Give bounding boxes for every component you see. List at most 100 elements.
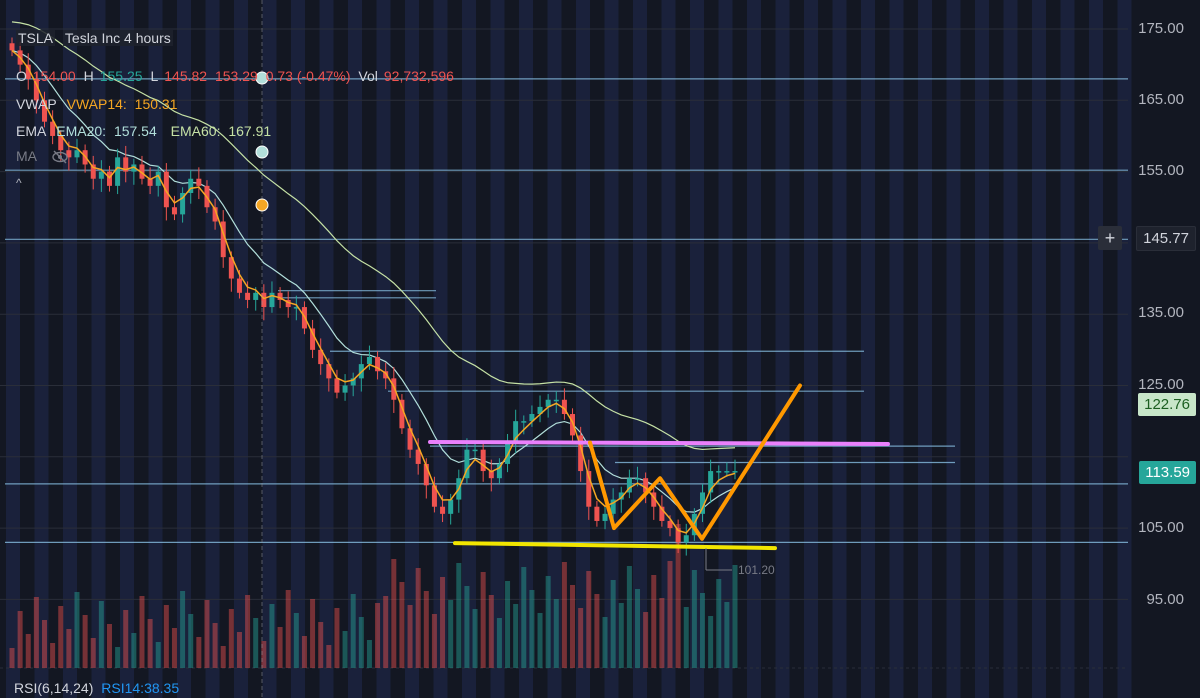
session-band bbox=[519, 0, 533, 698]
candle-body bbox=[50, 121, 56, 136]
volume-bar bbox=[318, 622, 324, 668]
candle-body bbox=[131, 164, 137, 172]
candle-body bbox=[448, 499, 454, 514]
price-label-105: 105.00 bbox=[1138, 519, 1184, 536]
volume-bar bbox=[570, 585, 576, 668]
session-band bbox=[775, 0, 790, 698]
ema20-value: 157.54 bbox=[113, 123, 157, 139]
session-band bbox=[405, 0, 419, 698]
ema20-path bbox=[11, 49, 736, 513]
open-value: 154.00 bbox=[32, 68, 76, 84]
candle-body bbox=[293, 307, 299, 309]
volume-bar bbox=[147, 619, 153, 668]
candle-body bbox=[326, 364, 332, 379]
volume-bar bbox=[285, 590, 291, 668]
vwap-value: 150.31 bbox=[134, 96, 178, 112]
ema60-path bbox=[11, 21, 736, 451]
ticker-row[interactable]: TSLA Tesla Inc 4 hours bbox=[16, 30, 177, 46]
session-band bbox=[633, 0, 647, 698]
volume-bar bbox=[407, 605, 413, 668]
volume-bar bbox=[25, 634, 31, 668]
volume-bar bbox=[586, 571, 592, 668]
candle-body bbox=[594, 506, 600, 521]
candle-body bbox=[513, 421, 519, 443]
candle-body bbox=[472, 449, 478, 452]
ema-row[interactable]: EMA EMA20: 157.54 EMA60: 167.91 bbox=[16, 123, 275, 139]
candle-body bbox=[553, 399, 559, 402]
eye-slash-icon[interactable] bbox=[51, 150, 69, 164]
drawing-annotations bbox=[428, 383, 890, 571]
volume-bar bbox=[163, 605, 169, 668]
candle-body bbox=[407, 428, 413, 450]
background-bands bbox=[6, 0, 1132, 698]
w-pattern-drawing bbox=[588, 383, 802, 541]
candle-body bbox=[220, 221, 226, 258]
rsi-legend[interactable]: RSI(6,14,24) RSI14:38.35 bbox=[14, 680, 179, 696]
candle-body bbox=[464, 449, 470, 479]
candle-body bbox=[529, 414, 535, 422]
vwap-marker bbox=[255, 198, 269, 212]
volume-bar bbox=[41, 620, 47, 668]
candle-body bbox=[724, 471, 730, 473]
candle-body bbox=[285, 299, 291, 308]
volume-bar bbox=[716, 579, 722, 668]
candle-body bbox=[171, 207, 177, 215]
volume-bar bbox=[683, 607, 689, 668]
session-band bbox=[576, 0, 590, 698]
candle-body bbox=[610, 499, 616, 514]
ema20-name: EMA20: bbox=[56, 123, 107, 139]
current-price-tag: 113.59 bbox=[1139, 461, 1196, 484]
add-alert-button[interactable]: + bbox=[1098, 226, 1122, 250]
candle-body bbox=[521, 421, 527, 423]
candle-body bbox=[188, 178, 194, 193]
volume-bar bbox=[610, 580, 616, 668]
session-band bbox=[433, 0, 448, 698]
volume-bar bbox=[139, 596, 145, 668]
volume-bar bbox=[350, 594, 356, 668]
ohlc-marker bbox=[255, 71, 269, 85]
candle-body bbox=[115, 157, 121, 186]
candle-body bbox=[423, 463, 429, 486]
candle-body bbox=[163, 171, 169, 208]
vwap-path bbox=[11, 49, 736, 534]
candle-body bbox=[277, 292, 283, 300]
volume-bar bbox=[277, 627, 283, 668]
candle-body bbox=[147, 178, 153, 186]
session-band bbox=[234, 0, 248, 698]
volume-bar bbox=[415, 568, 421, 668]
volume-bar bbox=[448, 600, 454, 668]
volume-bar bbox=[724, 602, 730, 668]
low-price-marker: 101.20 bbox=[738, 563, 775, 577]
collapse-legend-button[interactable]: ^ bbox=[16, 176, 22, 190]
volume-value: 92,732,596 bbox=[383, 68, 454, 84]
candle-body bbox=[635, 478, 641, 480]
candle-body bbox=[318, 349, 324, 365]
session-band bbox=[348, 0, 362, 698]
price-label-155: 155.00 bbox=[1138, 162, 1184, 179]
ma-row[interactable]: MA bbox=[16, 148, 69, 164]
candle-body bbox=[310, 328, 316, 350]
candle-body bbox=[236, 278, 242, 293]
session-band bbox=[946, 0, 961, 698]
session-band bbox=[120, 0, 134, 698]
candle-body bbox=[342, 385, 348, 393]
vwap-row[interactable]: VWAP VWAP14: 150.31 bbox=[16, 96, 182, 112]
volume-bar bbox=[115, 647, 121, 668]
volume-bar bbox=[529, 590, 535, 668]
volume-bar bbox=[334, 608, 340, 668]
candle-body bbox=[74, 150, 80, 158]
session-band bbox=[177, 0, 191, 698]
volume-bar bbox=[521, 567, 527, 668]
support-trendline bbox=[453, 541, 777, 551]
candle-body bbox=[25, 64, 31, 79]
chart-title: Tesla Inc 4 hours bbox=[62, 30, 173, 46]
volume-bar bbox=[9, 648, 15, 668]
candle-body bbox=[732, 471, 738, 473]
volume-bar bbox=[236, 632, 242, 668]
ema20-line bbox=[11, 49, 736, 513]
candle-body bbox=[643, 478, 649, 493]
candle-body bbox=[9, 43, 15, 51]
volume-bar bbox=[33, 597, 39, 668]
ticker-symbol[interactable]: TSLA bbox=[16, 30, 56, 46]
